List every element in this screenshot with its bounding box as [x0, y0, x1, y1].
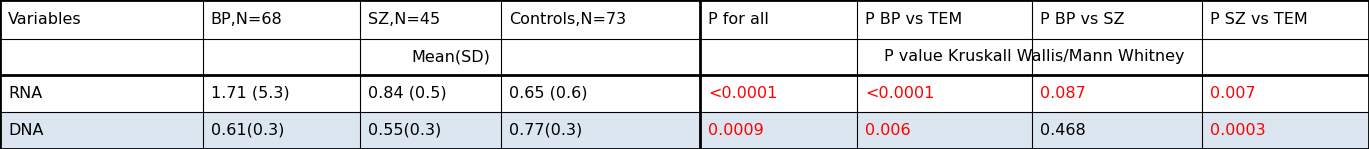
- Bar: [1202, 112, 1369, 149]
- Text: 0.087: 0.087: [1040, 86, 1086, 101]
- Text: 0.65 (0.6): 0.65 (0.6): [509, 86, 587, 101]
- Text: P BP vs SZ: P BP vs SZ: [1040, 12, 1125, 27]
- Bar: [203, 112, 360, 149]
- Text: P SZ vs TEM: P SZ vs TEM: [1210, 12, 1307, 27]
- Text: 0.0009: 0.0009: [708, 123, 764, 138]
- Text: 0.007: 0.007: [1210, 86, 1255, 101]
- Bar: [501, 0, 700, 39]
- Bar: [700, 0, 857, 39]
- Text: RNA: RNA: [8, 86, 42, 101]
- Bar: [360, 74, 501, 112]
- Bar: [0, 74, 203, 112]
- Text: 0.0003: 0.0003: [1210, 123, 1266, 138]
- Text: Variables: Variables: [8, 12, 82, 27]
- Bar: [1032, 39, 1202, 74]
- Text: P BP vs TEM: P BP vs TEM: [865, 12, 962, 27]
- Bar: [700, 39, 857, 74]
- Bar: [501, 74, 700, 112]
- Bar: [1032, 74, 1202, 112]
- Bar: [360, 0, 501, 39]
- Bar: [203, 39, 360, 74]
- Text: <0.0001: <0.0001: [865, 86, 935, 101]
- Text: P value Kruskall Wallis/Mann Whitney: P value Kruskall Wallis/Mann Whitney: [884, 49, 1184, 64]
- Bar: [857, 74, 1032, 112]
- Bar: [1032, 112, 1202, 149]
- Bar: [203, 74, 360, 112]
- Text: 0.61(0.3): 0.61(0.3): [211, 123, 285, 138]
- Bar: [1202, 74, 1369, 112]
- Bar: [203, 0, 360, 39]
- Text: Mean(SD): Mean(SD): [412, 49, 490, 64]
- Bar: [857, 112, 1032, 149]
- Bar: [857, 39, 1032, 74]
- Bar: [0, 112, 203, 149]
- Bar: [0, 39, 203, 74]
- Bar: [700, 74, 857, 112]
- Bar: [1032, 0, 1202, 39]
- Bar: [501, 39, 700, 74]
- Text: Controls,N=73: Controls,N=73: [509, 12, 627, 27]
- Bar: [857, 0, 1032, 39]
- Text: BP,N=68: BP,N=68: [211, 12, 282, 27]
- Text: DNA: DNA: [8, 123, 44, 138]
- Text: 0.84 (0.5): 0.84 (0.5): [368, 86, 446, 101]
- Text: <0.0001: <0.0001: [708, 86, 778, 101]
- Bar: [0, 0, 203, 39]
- Bar: [700, 112, 857, 149]
- Bar: [360, 39, 501, 74]
- Text: 0.55(0.3): 0.55(0.3): [368, 123, 442, 138]
- Text: 0.468: 0.468: [1040, 123, 1086, 138]
- Bar: [360, 112, 501, 149]
- Text: 1.71 (5.3): 1.71 (5.3): [211, 86, 289, 101]
- Bar: [1202, 0, 1369, 39]
- Bar: [1202, 39, 1369, 74]
- Text: P for all: P for all: [708, 12, 768, 27]
- Text: SZ,N=45: SZ,N=45: [368, 12, 441, 27]
- Bar: [501, 112, 700, 149]
- Text: 0.77(0.3): 0.77(0.3): [509, 123, 583, 138]
- Text: 0.006: 0.006: [865, 123, 910, 138]
